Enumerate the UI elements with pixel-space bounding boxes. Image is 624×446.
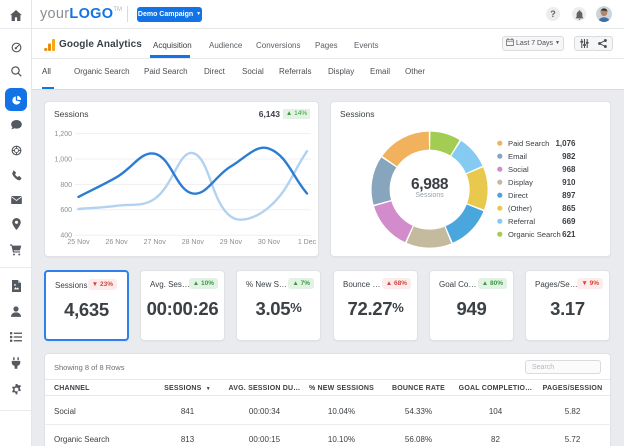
svg-text:669: 669 — [562, 217, 576, 226]
svg-text:Email: Email — [508, 152, 527, 161]
svg-text:621: 621 — [562, 230, 576, 239]
svg-text:Social: Social — [508, 165, 529, 174]
svg-text:897: 897 — [562, 191, 576, 200]
svg-text:910: 910 — [562, 178, 576, 187]
svg-text:Referral: Referral — [508, 217, 535, 226]
svg-text:27 Nov: 27 Nov — [144, 239, 167, 246]
svg-text:Display: Display — [508, 178, 533, 187]
svg-text:1,200: 1,200 — [54, 131, 72, 138]
svg-text:800: 800 — [60, 182, 72, 189]
svg-text:982: 982 — [562, 152, 576, 161]
svg-text:28 Nov: 28 Nov — [182, 239, 205, 246]
svg-text:Direct: Direct — [508, 191, 529, 200]
svg-text:26 Nov: 26 Nov — [106, 239, 129, 246]
svg-text:865: 865 — [562, 204, 576, 213]
svg-text:968: 968 — [562, 165, 576, 174]
svg-text:1 Dec: 1 Dec — [298, 239, 317, 246]
svg-text:Sessions: Sessions — [415, 192, 444, 199]
svg-text:6,988: 6,988 — [411, 176, 449, 193]
svg-text:1,000: 1,000 — [54, 156, 72, 163]
svg-text:600: 600 — [60, 207, 72, 214]
svg-text:(Other): (Other) — [508, 204, 533, 213]
svg-text:1,076: 1,076 — [555, 139, 576, 148]
svg-text:25 Nov: 25 Nov — [67, 239, 90, 246]
svg-text:29 Nov: 29 Nov — [220, 239, 243, 246]
svg-text:Paid Search: Paid Search — [508, 139, 549, 148]
svg-text:30 Nov: 30 Nov — [258, 239, 281, 246]
svg-text:400: 400 — [60, 233, 72, 240]
svg-text:Organic Search: Organic Search — [508, 230, 561, 239]
